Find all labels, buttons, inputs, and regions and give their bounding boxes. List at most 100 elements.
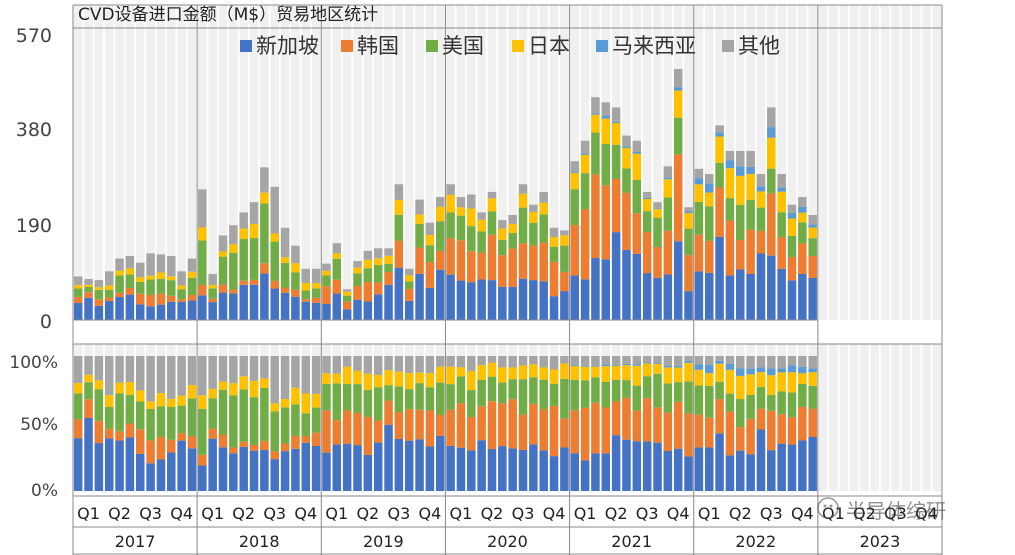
bar-segment-4 <box>725 160 735 169</box>
pct-segment-4 <box>725 363 735 370</box>
bg-stripe-top <box>177 5 186 320</box>
pct-segment-1 <box>746 418 755 455</box>
bar-segment-1 <box>467 251 476 283</box>
bar-segment-5 <box>353 261 362 268</box>
bar-segment-1 <box>477 252 486 280</box>
bar-segment-0 <box>125 294 135 320</box>
pct-segment-1 <box>498 403 507 447</box>
pct-segment-4 <box>663 365 673 368</box>
pct-segment-2 <box>456 376 466 404</box>
pct-segment-2 <box>487 376 497 402</box>
bar-segment-2 <box>767 168 776 194</box>
bar-segment-3 <box>198 227 207 241</box>
pct-segment-3 <box>125 382 135 395</box>
pct-segment-1 <box>518 414 528 450</box>
pct-segment-1 <box>456 403 466 448</box>
pct-segment-1 <box>591 402 600 454</box>
bar-segment-2 <box>73 288 83 297</box>
bar-segment-1 <box>549 261 559 297</box>
pct-segment-0 <box>622 439 631 491</box>
pct-segment-5 <box>570 356 579 365</box>
pct-segment-4 <box>736 368 745 376</box>
bar-segment-0 <box>167 301 176 320</box>
bg-stripe-top <box>684 5 693 320</box>
bar-segment-3 <box>311 283 321 289</box>
bar-segment-1 <box>694 234 704 272</box>
quarter-label: Q4 <box>667 504 690 523</box>
quarter-label: Q3 <box>636 504 659 523</box>
bar-segment-5 <box>446 184 455 195</box>
pct-segment-2 <box>136 401 145 430</box>
pct-segment-5 <box>208 356 217 389</box>
pct-segment-3 <box>632 365 642 386</box>
bar-segment-0 <box>177 301 186 320</box>
bar-segment-3 <box>622 147 631 169</box>
pct-segment-3 <box>332 373 342 384</box>
bg-stripe-top <box>198 5 207 320</box>
bar-segment-1 <box>446 238 455 275</box>
pct-segment-4 <box>787 365 797 373</box>
bg-stripe-top <box>560 5 569 320</box>
pct-segment-0 <box>539 450 548 491</box>
pct-segment-2 <box>311 407 321 433</box>
pct-segment-1 <box>508 399 517 449</box>
bar-segment-0 <box>539 281 548 320</box>
bar-segment-5 <box>570 161 579 172</box>
pct-segment-0 <box>446 445 455 491</box>
bar-segment-2 <box>156 278 166 294</box>
bar-segment-2 <box>425 245 435 262</box>
bar-segment-3 <box>549 237 559 247</box>
pct-segment-4 <box>715 360 724 364</box>
pct-segment-2 <box>363 389 373 417</box>
year-label: 2020 <box>487 532 528 551</box>
bar-segment-3 <box>694 184 704 202</box>
pct-segment-5 <box>332 356 342 374</box>
bar-segment-4 <box>777 187 786 192</box>
pct-segment-3 <box>229 383 238 396</box>
pct-segment-3 <box>218 381 228 390</box>
bg-stripe-top <box>156 5 166 320</box>
bar-segment-5 <box>177 271 186 286</box>
pct-segment-0 <box>239 446 248 491</box>
bar-segment-2 <box>632 180 642 214</box>
bar-segment-3 <box>704 192 714 207</box>
quarter-label: Q2 <box>729 504 752 523</box>
pct-segment-5 <box>704 356 714 365</box>
pct-segment-4 <box>611 365 621 366</box>
bar-segment-0 <box>704 272 714 320</box>
bar-segment-3 <box>208 285 217 289</box>
pct-segment-5 <box>156 356 166 394</box>
pct-segment-5 <box>322 356 331 374</box>
pct-segment-0 <box>84 417 93 491</box>
pct-segment-3 <box>73 383 83 394</box>
pct-segment-2 <box>767 394 776 411</box>
pct-segment-2 <box>446 384 455 410</box>
pct-segment-0 <box>487 448 497 491</box>
bg-stripe-top <box>456 5 466 320</box>
bg-stripe-top <box>849 5 859 320</box>
pct-segment-0 <box>229 453 238 491</box>
pct-segment-1 <box>808 408 817 437</box>
pct-segment-0 <box>177 440 186 491</box>
pct-segment-1 <box>767 410 776 451</box>
bar-segment-5 <box>260 167 269 193</box>
bar-segment-1 <box>404 288 414 301</box>
bar-segment-5 <box>746 150 755 167</box>
bg-stripe-top <box>187 5 197 320</box>
bar-segment-1 <box>611 179 621 233</box>
pct-segment-2 <box>332 383 342 421</box>
legend-label-4: 马来西亚 <box>612 34 696 58</box>
bar-segment-0 <box>518 278 528 320</box>
bar-segment-2 <box>560 245 569 272</box>
bar-segment-1 <box>332 279 342 294</box>
bar-segment-2 <box>777 212 786 238</box>
bar-segment-5 <box>725 150 735 161</box>
pct-segment-3 <box>249 380 259 398</box>
pct-segment-1 <box>177 433 186 441</box>
pct-segment-5 <box>384 356 393 371</box>
pct-segment-3 <box>777 372 786 392</box>
quarter-label: Q2 <box>108 504 131 523</box>
bar-segment-3 <box>725 168 735 199</box>
bar-segment-3 <box>384 255 393 264</box>
bar-segment-5 <box>560 230 569 236</box>
